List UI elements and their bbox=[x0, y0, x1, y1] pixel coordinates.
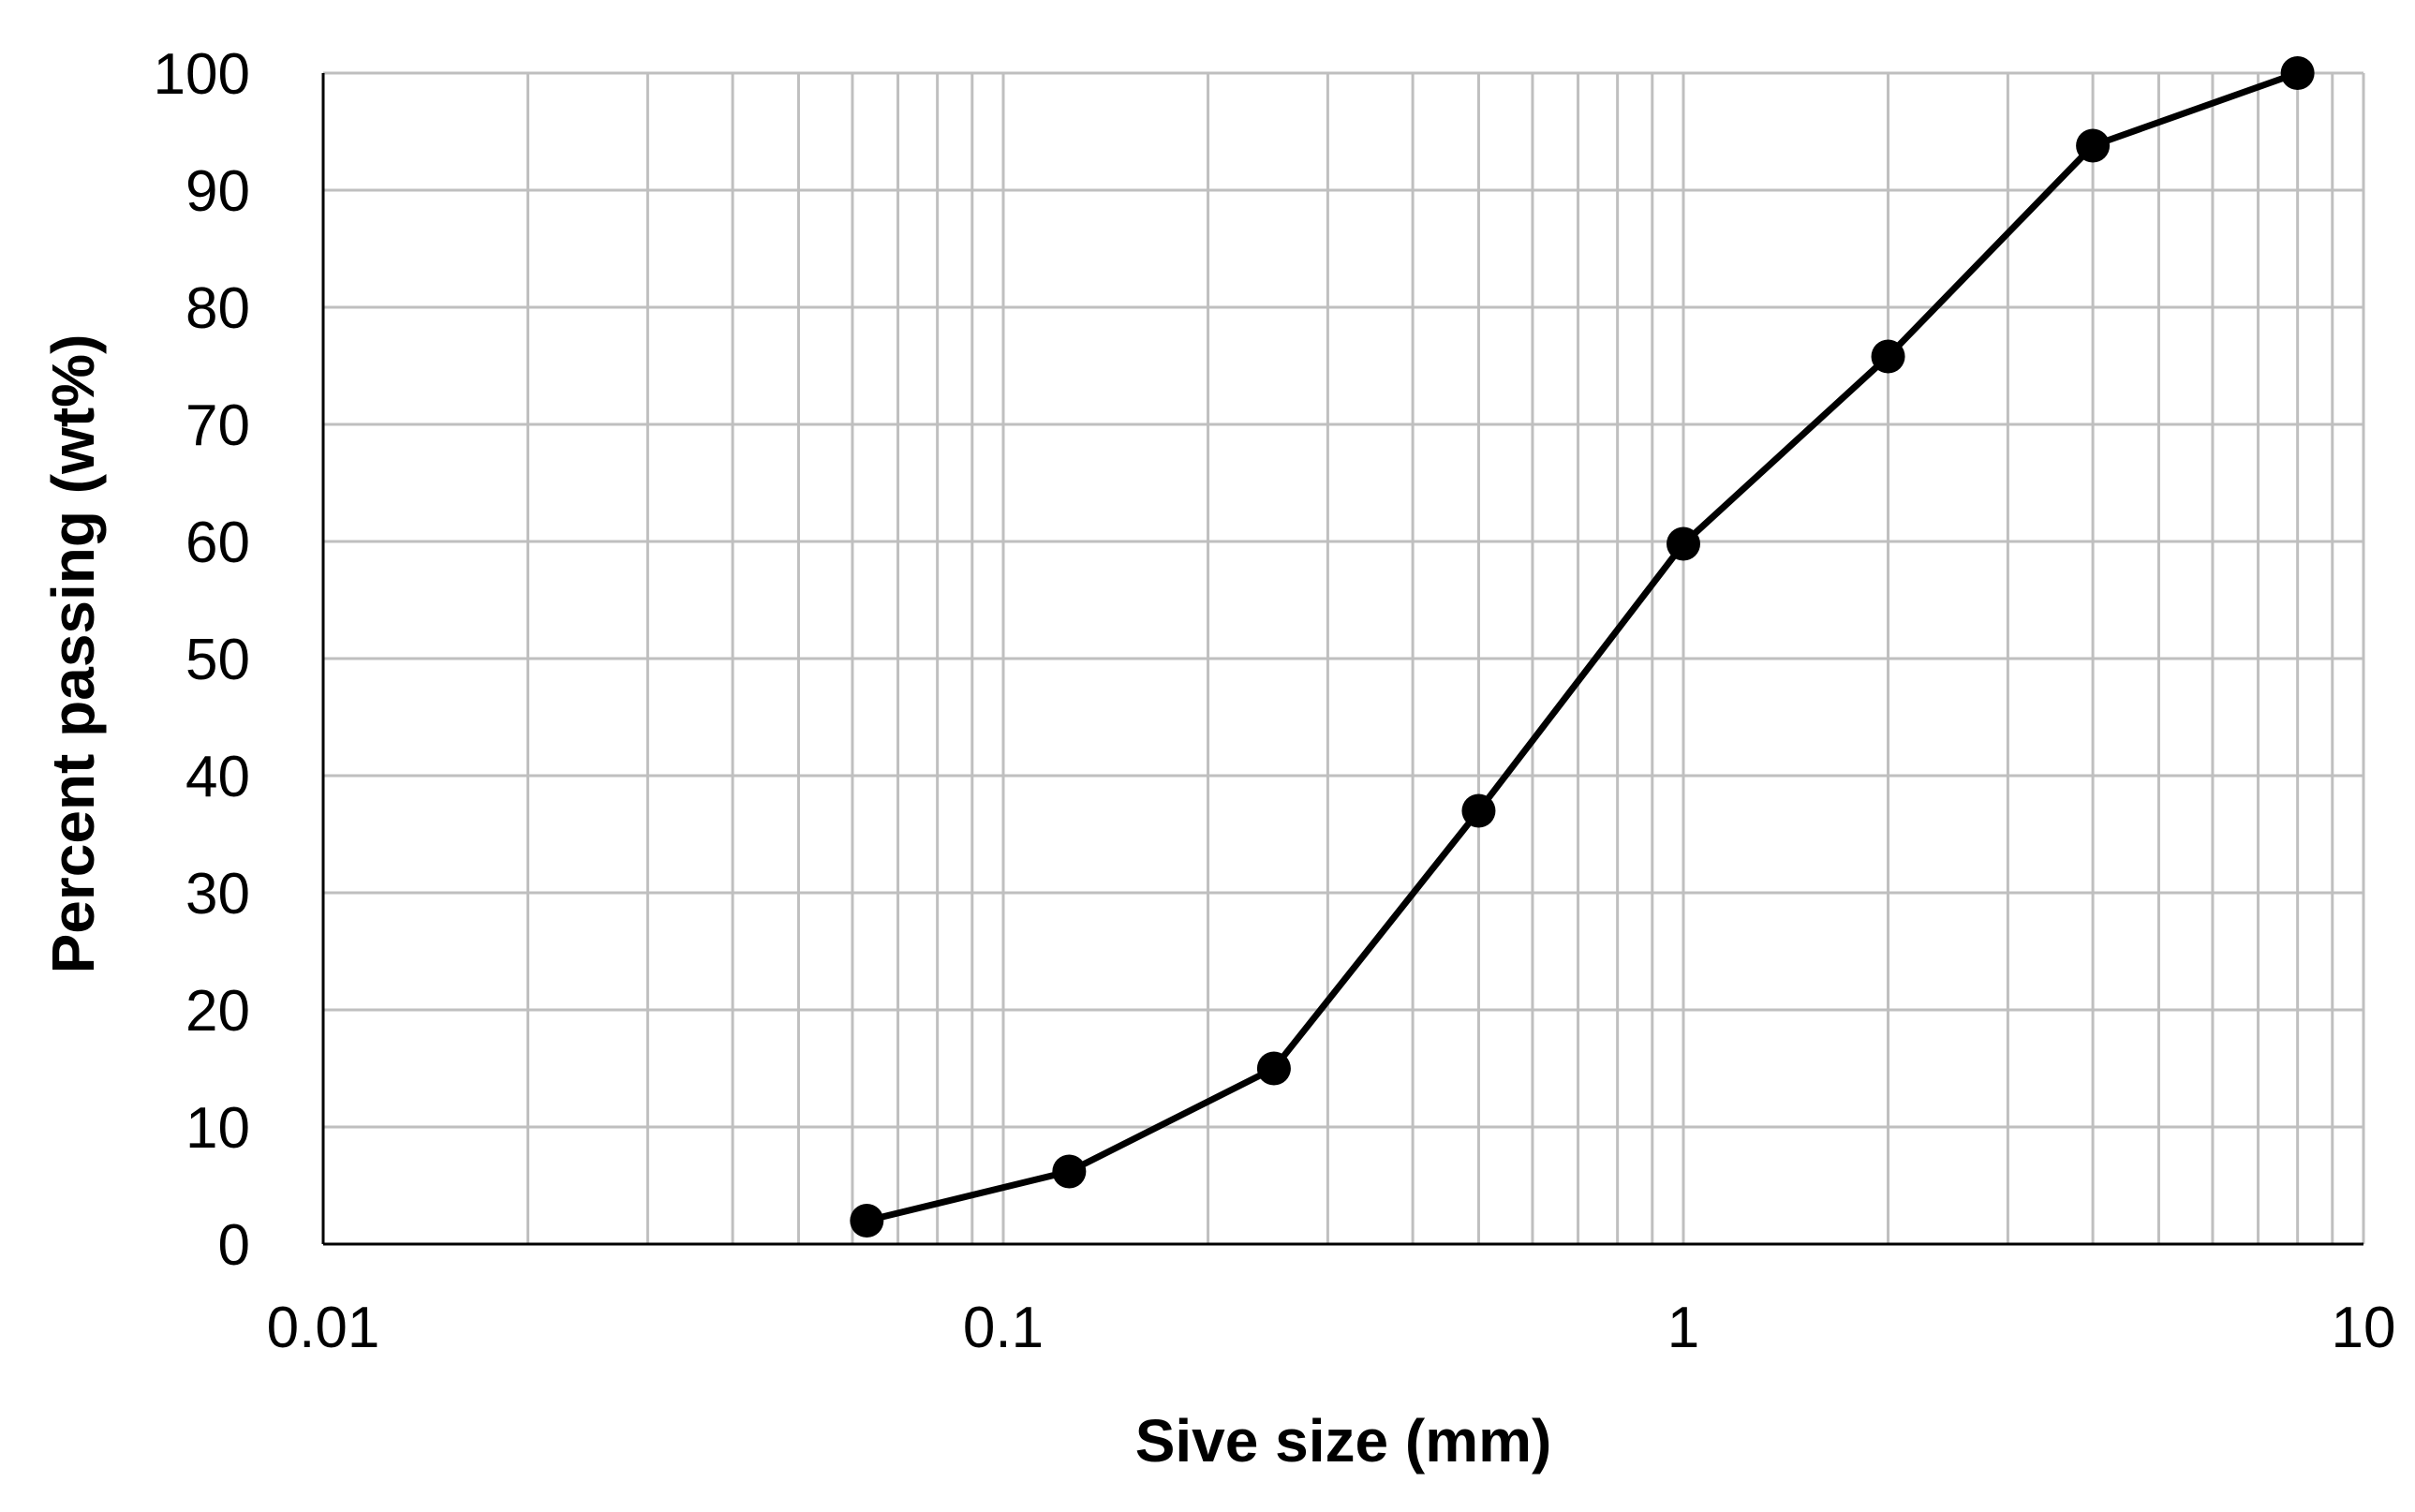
data-point bbox=[850, 1204, 884, 1238]
y-tick-label: 0 bbox=[218, 1213, 250, 1278]
data-point bbox=[1667, 526, 1700, 561]
y-tick-label: 80 bbox=[185, 276, 250, 341]
data-point bbox=[1256, 1051, 1291, 1086]
data-point bbox=[1871, 339, 1905, 374]
data-point bbox=[2076, 128, 2111, 163]
y-tick-label: 90 bbox=[185, 159, 250, 224]
series-line bbox=[866, 69, 2299, 1224]
y-tick-label: 20 bbox=[185, 979, 250, 1044]
x-tick-label: 0.1 bbox=[963, 1296, 1044, 1360]
data-series bbox=[850, 56, 2315, 1238]
grid-lines bbox=[323, 71, 2365, 1244]
y-tick-label: 40 bbox=[185, 745, 250, 809]
data-point bbox=[2280, 56, 2315, 90]
data-point bbox=[1461, 793, 1496, 828]
y-tick-label: 70 bbox=[185, 393, 250, 458]
x-tick-label: 1 bbox=[1667, 1296, 1699, 1360]
x-tick-label: 10 bbox=[2332, 1296, 2396, 1360]
tick-labels: 0 10 20 30 40 50 60 70 80 90 100 0.01 0.1 1 10 bbox=[154, 42, 2396, 1360]
y-tick-label: 10 bbox=[185, 1096, 250, 1161]
y-tick-label: 30 bbox=[185, 862, 250, 926]
y-tick-label: 50 bbox=[185, 628, 250, 692]
y-tick-label: 60 bbox=[185, 511, 250, 575]
data-point bbox=[1052, 1154, 1087, 1189]
axes bbox=[321, 73, 2363, 1246]
x-axis-title: Sive size (mm) bbox=[1135, 1407, 1552, 1475]
x-tick-label: 0.01 bbox=[267, 1296, 380, 1360]
y-axis-title: Percent passing (wt%) bbox=[39, 334, 107, 974]
y-tick-label: 100 bbox=[154, 42, 250, 107]
